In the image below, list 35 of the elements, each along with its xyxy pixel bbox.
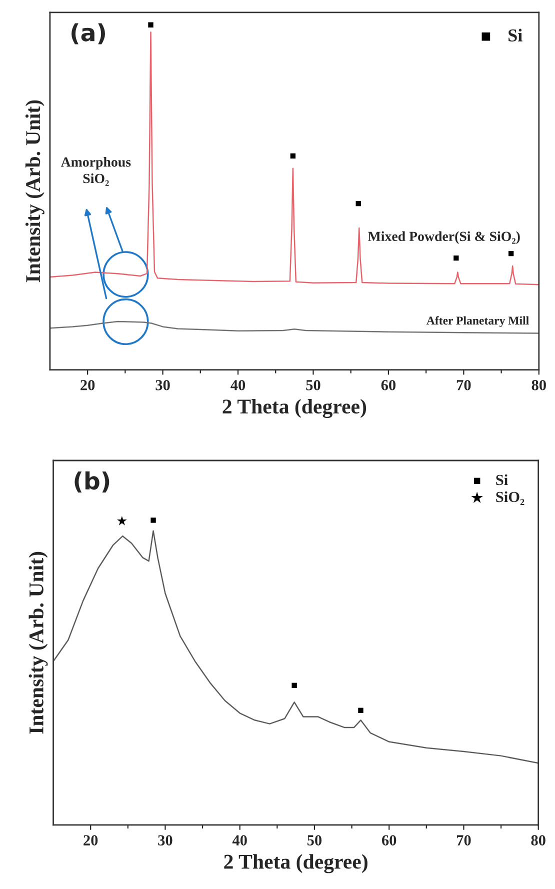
x-tick-label: 70 bbox=[456, 380, 471, 390]
legend-label: Si bbox=[496, 474, 508, 486]
y-axis-title: Intensity (Arb. Unit) bbox=[25, 100, 44, 282]
point bbox=[508, 250, 514, 256]
x-tick-label: 40 bbox=[230, 380, 246, 390]
point bbox=[358, 708, 364, 713]
point bbox=[148, 22, 154, 28]
x-axis-title: 2 Theta (degree) bbox=[224, 854, 368, 874]
point bbox=[292, 682, 297, 688]
point bbox=[356, 200, 361, 206]
x-tick-label: 50 bbox=[307, 835, 322, 846]
legend-label: SiO₂ bbox=[496, 491, 524, 505]
x-tick-label: 60 bbox=[382, 835, 396, 846]
x-axis-title: 2 Theta (degree) bbox=[222, 398, 366, 418]
x-tick-label: 20 bbox=[80, 380, 95, 390]
point bbox=[150, 518, 156, 523]
text: (b) bbox=[74, 471, 110, 492]
x-tick-label: 60 bbox=[381, 380, 396, 390]
x-tick-label: 30 bbox=[156, 380, 170, 390]
point bbox=[454, 255, 459, 261]
y-axis-title: Intensity (Arb. Unit) bbox=[28, 552, 48, 734]
legend-label: Si bbox=[508, 28, 522, 42]
x-tick-label: 20 bbox=[84, 835, 98, 846]
annotation: After Planetary Mill bbox=[426, 316, 529, 328]
annotation: Mixed Powder(Si & SiO₂) bbox=[368, 231, 520, 244]
x-tick-label: 40 bbox=[232, 835, 247, 846]
annotation: (a) bbox=[72, 23, 105, 44]
point bbox=[290, 153, 296, 159]
x-tick-label: 80 bbox=[531, 835, 546, 846]
point bbox=[117, 516, 127, 526]
x-tick-label: 70 bbox=[456, 835, 471, 846]
x-tick-label: 80 bbox=[532, 380, 546, 390]
x-tick-label: 30 bbox=[158, 835, 172, 846]
annotation: Amorphous SiO₂ bbox=[60, 156, 131, 186]
x-tick-label: 50 bbox=[306, 380, 320, 390]
